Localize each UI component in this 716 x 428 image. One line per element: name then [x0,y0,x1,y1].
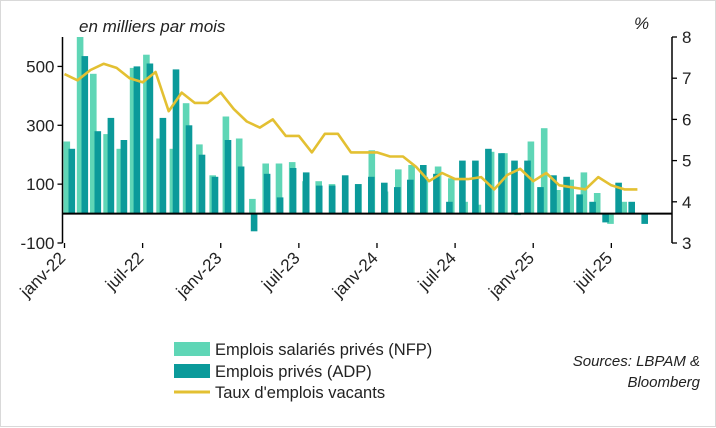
bar-adp [420,165,427,214]
bar-adp [381,182,388,214]
bar-adp [328,185,336,214]
right-axis-title: % [634,14,649,33]
x-tick-label: janv-23 [172,248,226,302]
bar-nfp [580,172,588,214]
bar-nfp [90,73,97,214]
bar-adp [446,201,453,214]
bar-adp [341,175,349,214]
bar-adp [524,160,531,214]
bar-adp [641,213,648,224]
x-tick-label: janv-22 [16,248,70,302]
bar-adp [602,213,609,223]
left-tick-label: -100 [20,234,54,253]
left-axis-title: en milliers par mois [79,17,226,36]
bar-nfp [76,37,84,214]
legend: Emplois salariés privés (NFP) Emplois pr… [174,341,432,402]
source-line-2: Bloomberg [627,374,700,391]
x-tick-label: juil-25 [570,248,616,294]
bar-adp [315,185,323,214]
right-tick-label: 7 [682,69,691,88]
bar-adp [563,176,570,214]
bar-adp [498,153,505,214]
bar-nfp [567,179,574,214]
bar-adp [185,125,193,214]
left-tick-label: 300 [26,116,54,135]
right-tick-label: 4 [682,193,691,212]
bar-adp [159,117,167,214]
right-tick-label: 8 [682,28,691,47]
bar-adp [198,154,206,214]
bar-nfp [63,141,71,214]
bar-adp [589,201,596,214]
bar-adp [537,187,544,214]
bar-adp [394,187,401,214]
right-tick-label: 3 [682,234,691,253]
bar-adp [302,172,310,214]
bar-nfp [116,148,124,214]
x-tick-label: janv-25 [484,248,538,302]
bar-nfp [620,201,627,214]
bar-nfp [275,163,283,214]
bars-layer [63,37,648,232]
bar-adp [211,176,219,214]
bar-nfp [540,128,548,214]
bar-adp [485,148,492,214]
bar-adp [472,160,479,214]
bar-adp [120,140,128,214]
bar-adp [172,69,180,214]
bar-adp [68,148,76,214]
bar-adp [550,175,557,214]
bar-adp [289,168,297,214]
bar-nfp [593,193,601,214]
bar-adp [146,63,154,214]
bar-nfp [103,134,110,214]
bar-adp [615,182,622,214]
bar-nfp [249,198,256,214]
x-tick-label: juil-24 [414,248,460,294]
bar-nfp [607,213,614,224]
bar-adp [133,66,141,214]
bar-adp [224,140,232,214]
bar-adp [354,184,362,214]
right-tick-label: 6 [682,110,691,129]
source-line-1: Sources: LBPAM & [573,353,700,370]
bar-adp [94,131,102,214]
bar-adp [433,173,440,214]
bar-adp [263,173,271,214]
bar-adp [276,197,284,214]
legend-swatch-nfp [174,342,210,356]
line-vacancy-rate [63,62,638,191]
legend-swatch-adp [174,364,210,378]
x-tick-label: juil-23 [257,248,303,294]
bar-adp [628,201,635,214]
legend-label-vacancy: Taux d'emplois vacants [215,384,385,402]
bar-adp [250,213,258,232]
x-tick-label: janv-24 [328,248,382,302]
bar-adp [237,166,245,214]
bar-adp [407,179,414,214]
right-tick-label: 5 [682,152,691,171]
bar-nfp [448,178,455,214]
legend-label-nfp: Emplois salariés privés (NFP) [215,341,432,359]
bar-nfp [129,67,137,214]
bar-nfp [143,54,150,214]
bar-adp [107,117,115,214]
left-tick-label: 500 [26,57,54,76]
bar-adp [511,160,518,214]
bar-adp [576,194,583,214]
left-tick-label: 100 [26,175,54,194]
legend-label-adp: Emplois privés (ADP) [215,363,372,381]
bar-adp [81,56,89,214]
bar-adp [459,160,466,214]
bar-nfp [554,190,561,214]
bar-adp [368,176,375,214]
x-tick-label: juil-22 [101,248,147,294]
vacancy-line-layer [63,62,638,191]
